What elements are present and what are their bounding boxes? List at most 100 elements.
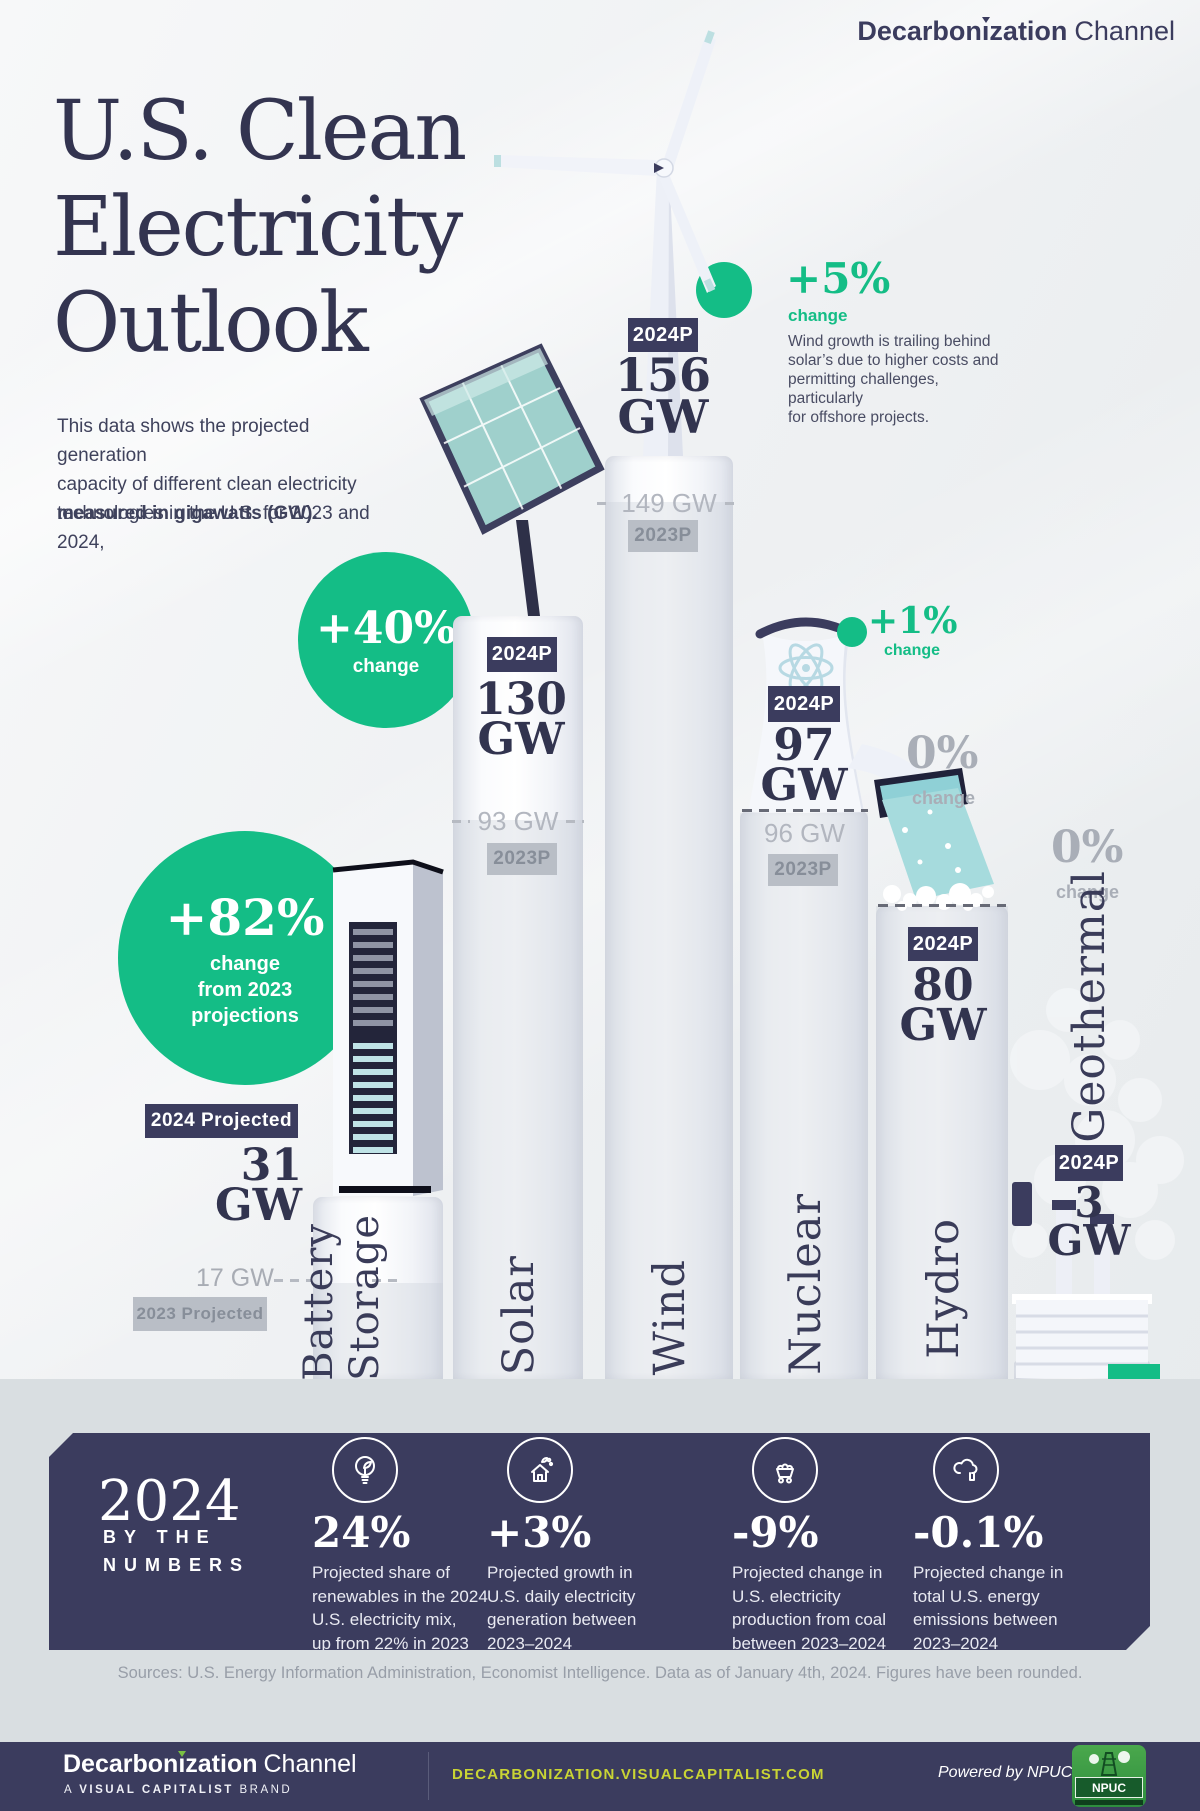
footer-url-link[interactable]: DECARBONIZATION.VISUALCAPITALIST.COM — [452, 1766, 825, 1783]
bar-battery-2023-section — [313, 1283, 443, 1379]
by-the-numbers-panel: 2024 BY THE NUMBERS 24% Projected share … — [49, 1433, 1150, 1650]
panel-subtitle-line2: NUMBERS — [103, 1555, 251, 1575]
nuclear-2024-badge: 2024P — [768, 686, 840, 722]
brand-bold: Decarbon — [857, 16, 982, 46]
battery-2024-badge: 2024 Projected — [145, 1104, 298, 1138]
stat-value: -9% — [732, 1508, 819, 1557]
solar-change-value: +40% — [316, 602, 456, 654]
renewables-bulb-icon — [332, 1437, 398, 1503]
stat-desc: Projected share of renewables in the 202… — [312, 1563, 488, 1653]
label-battery-line1: Battery — [296, 1223, 342, 1381]
solar-2023-badge: 2023P — [487, 843, 557, 875]
solar-panel-icon — [419, 343, 605, 616]
wind-2024-value: 156 GW — [593, 352, 733, 444]
tagline-bold: VISUAL CAPITALIST — [79, 1784, 234, 1796]
nuclear-change-value: +1% — [868, 600, 958, 642]
footer-brand-bold: Decarbon — [63, 1750, 179, 1778]
footer-brand-i: ı — [177, 1750, 186, 1778]
label-hydro: Hydro — [919, 1218, 969, 1359]
intro-text: This data shows the projected generation… — [57, 416, 370, 553]
stat-coal-change: -9% Projected change in U.S. electricity… — [732, 1437, 932, 1655]
page-title: U.S. Clean Electricity Outlook — [53, 84, 467, 371]
wind-change-label: change — [788, 306, 848, 325]
stat-renewables-share: 24% Projected share of renewables in the… — [312, 1437, 512, 1655]
geothermal-2024-badge: 2024P — [1055, 1145, 1123, 1181]
solar-2023-line: 93 GW — [445, 806, 591, 837]
panel-subtitle-line1: BY THE — [103, 1527, 217, 1547]
bar-wind-2023-section — [605, 502, 733, 1379]
bar-hydro-2023-section — [876, 906, 1008, 1379]
nuclear-2023-badge: 2023P — [768, 854, 838, 886]
stat-value: -0.1% — [913, 1508, 1044, 1557]
bar-hydro — [876, 906, 1008, 1379]
panel-year: 2024 — [98, 1469, 241, 1534]
label-geothermal: Geothermal — [1064, 870, 1115, 1143]
footer-brand-dart-icon — [177, 1751, 186, 1757]
solar-2024-badge: 2024P — [487, 637, 557, 672]
intro-text-bold: measured in gigawatts (GW). — [57, 503, 318, 524]
dash — [597, 502, 614, 505]
hydro-value-unit: GW — [899, 1000, 987, 1051]
bar-solar-2023-section — [453, 820, 583, 1379]
label-solar: Solar — [494, 1254, 544, 1375]
hydro-2024-value: 80 GW — [873, 960, 1013, 1051]
wind-change-circle — [696, 262, 752, 318]
npuc-strip — [1075, 1800, 1143, 1805]
tagline-b: BRAND — [239, 1784, 293, 1796]
footer-divider — [428, 1752, 429, 1800]
geothermal-value-unit: GW — [1047, 1216, 1131, 1265]
battery-change-label: change from 2023 projections — [191, 952, 299, 1027]
eco-house-icon — [507, 1437, 573, 1503]
bar-wind — [605, 456, 733, 1379]
nuclear-change-label: change — [884, 642, 941, 659]
bar-battery-storage — [313, 1197, 443, 1379]
wind-2023-line-label: 149 GW — [621, 488, 717, 518]
battery-2024-value: 31 GW — [162, 1144, 302, 1231]
geothermal-2024-value: 3 GW — [1019, 1182, 1159, 1265]
solar-value-unit: GW — [477, 714, 565, 765]
stat-desc: Projected change in total U.S. energy em… — [913, 1563, 1064, 1653]
solar-change-label: change — [352, 655, 420, 677]
sources-text: Sources: U.S. Energy Information Adminis… — [117, 1664, 1083, 1682]
brand-logo: Decarbonı zation Channel — [857, 16, 1175, 47]
stat-value: 24% — [312, 1508, 411, 1557]
geothermal-change-value: 0% — [1051, 822, 1124, 873]
hydro-change-label: change — [912, 788, 976, 808]
hydro-2024-badge: 2024P — [908, 927, 978, 961]
bar-geothermal — [1014, 1361, 1150, 1379]
brand-i: ı — [981, 16, 990, 46]
solar-2024-value: 130 GW — [451, 678, 591, 765]
wind-change-value: +5% — [786, 254, 891, 303]
battery-change-circle: +82% change from 2023 projections — [118, 831, 372, 1085]
stat-generation-growth: +3% Projected growth in U.S. daily elect… — [487, 1437, 687, 1655]
nuclear-value-unit: GW — [760, 760, 848, 811]
battery-value-unit: GW — [215, 1180, 302, 1231]
solar-2023-line-label: 93 GW — [477, 806, 559, 836]
dash — [451, 820, 470, 823]
stat-emissions-change: -0.1% Projected change in total U.S. ene… — [913, 1437, 1113, 1655]
hydro-value-number: 80 — [912, 960, 974, 1011]
coal-cart-icon — [752, 1437, 818, 1503]
dash — [566, 820, 585, 823]
brand-light: Channel — [1074, 16, 1175, 46]
battery-2023-line-label: 17 GW — [196, 1264, 274, 1292]
nuclear-2023-line-label: 96 GW — [764, 818, 845, 848]
brand-dart-icon — [981, 17, 990, 23]
hydro-2023-dashline — [878, 904, 1006, 907]
npuc-label: NPUC — [1075, 1777, 1143, 1798]
footer-brand-bold2: zation — [185, 1750, 258, 1778]
wind-value-unit: GW — [617, 390, 709, 444]
dash — [724, 502, 741, 505]
tagline-a: A — [64, 1784, 74, 1796]
footer-tagline: A VISUAL CAPITALIST BRAND — [64, 1784, 292, 1796]
geothermal-change-label: change — [1056, 882, 1120, 902]
battery-2023-badge: 2023 Projected — [133, 1297, 267, 1331]
footer-bar: Decarbonı zation Channel A VISUAL CAPITALI… — [0, 1742, 1200, 1811]
battery-2023-dash — [274, 1279, 312, 1282]
stat-desc: Projected change in U.S. electricity pro… — [732, 1563, 887, 1653]
battery-2023-dash2 — [372, 1279, 404, 1282]
footer-brand-light: Channel — [263, 1750, 357, 1778]
wind-2023-badge: 2023P — [628, 520, 698, 552]
npuc-logo: NPUC — [1072, 1745, 1146, 1807]
